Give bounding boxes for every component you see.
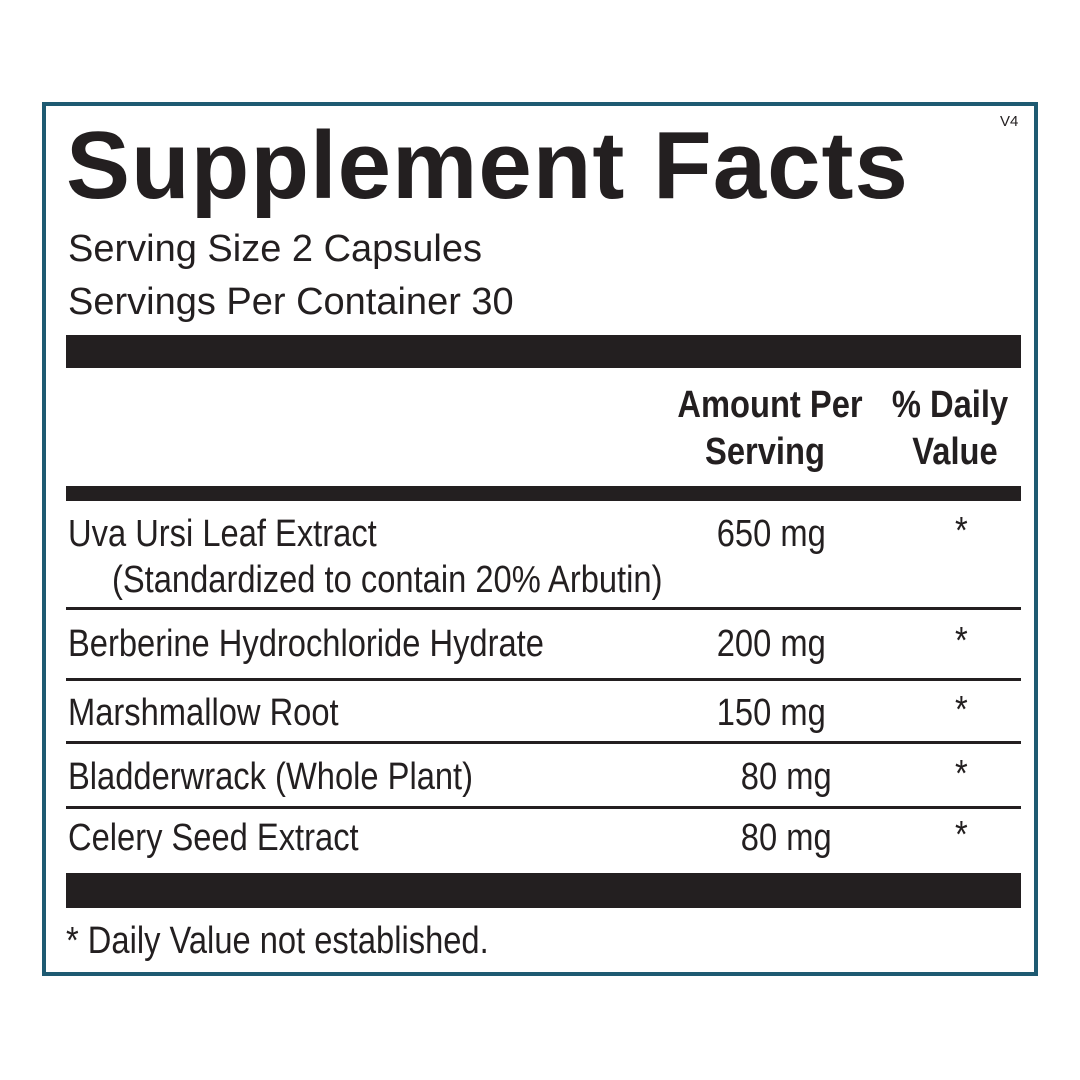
row-divider [66, 806, 1021, 809]
ingredient-name: Berberine Hydrochloride Hydrate [68, 623, 544, 665]
thick-divider [66, 873, 1021, 908]
header-amount-line2: Serving [705, 431, 825, 473]
ingredient-amount: 650 mg [716, 513, 826, 555]
footnote: * Daily Value not established. [66, 920, 489, 962]
servings-per-container: Servings Per Container 30 [68, 281, 514, 323]
ingredient-amount: 80 mg [741, 756, 832, 798]
ingredient-amount: 80 mg [741, 817, 832, 859]
row-divider [66, 741, 1021, 744]
ingredient-dv: * [955, 814, 968, 856]
ingredient-amount: 200 mg [716, 623, 826, 665]
row-divider [66, 678, 1021, 681]
ingredient-dv: * [955, 753, 968, 795]
medium-divider [66, 486, 1021, 501]
ingredient-amount: 150 mg [716, 692, 826, 734]
header-amount-line1: Amount Per [677, 384, 863, 426]
ingredient-name: Bladderwrack (Whole Plant) [68, 756, 474, 798]
version-label: V4 [1000, 113, 1019, 130]
row-divider [66, 607, 1021, 610]
ingredient-dv: * [955, 689, 968, 731]
ingredient-dv: * [955, 620, 968, 662]
ingredient-name: Marshmallow Root [68, 692, 339, 734]
header-dv-line2: Value [912, 431, 998, 473]
ingredient-note: (Standardized to contain 20% Arbutin) [112, 559, 663, 601]
ingredient-name: Uva Ursi Leaf Extract [68, 513, 377, 555]
serving-size: Serving Size 2 Capsules [68, 228, 482, 270]
ingredient-dv: * [955, 510, 968, 552]
thick-divider [66, 335, 1021, 368]
header-dv-line1: % Daily [891, 384, 1009, 426]
panel-title: Supplement Facts [66, 112, 909, 219]
ingredient-name: Celery Seed Extract [68, 817, 359, 859]
supplement-facts-panel [42, 102, 1038, 976]
